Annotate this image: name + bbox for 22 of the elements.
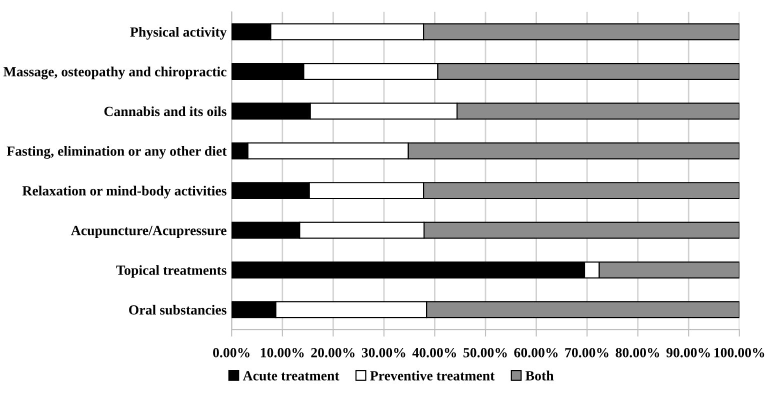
y-tick-label: Cannabis and its oils <box>104 106 226 116</box>
y-tick-label: Acupuncture/Acupressure <box>71 226 226 238</box>
x-tick-label: 70.00% <box>565 348 608 358</box>
y-tick-label: Fasting, elimination or any other diet <box>6 146 227 159</box>
x-tick-label: 90.00% <box>666 348 710 358</box>
y-tick-label: Oral substancies <box>129 304 226 315</box>
x-tick-label: 50.00% <box>463 348 507 358</box>
x-tick-label: 0.00% <box>213 348 250 358</box>
x-tick-label: 80.00% <box>616 348 660 358</box>
legend-label: Both <box>526 370 554 380</box>
x-tick-label: 20.00% <box>311 348 354 358</box>
x-tick-label: 30.00% <box>362 348 406 358</box>
x-tick-label: 40.00% <box>412 348 456 358</box>
y-tick-label: Topical treatments <box>116 265 226 278</box>
legend-label: Preventive treatment <box>370 370 495 380</box>
x-tick-label: 60.00% <box>514 348 558 358</box>
x-tick-label: 10.00% <box>260 348 304 358</box>
y-tick-label: Massage, osteopathy and chiropractic <box>4 66 226 80</box>
y-tick-label: Physical activity <box>130 26 227 40</box>
y-tick-label: Relaxation or mind-body activities <box>22 186 226 198</box>
x-tick-label: 100.00% <box>714 348 764 358</box>
legend-label: Acute treatment <box>242 371 340 380</box>
